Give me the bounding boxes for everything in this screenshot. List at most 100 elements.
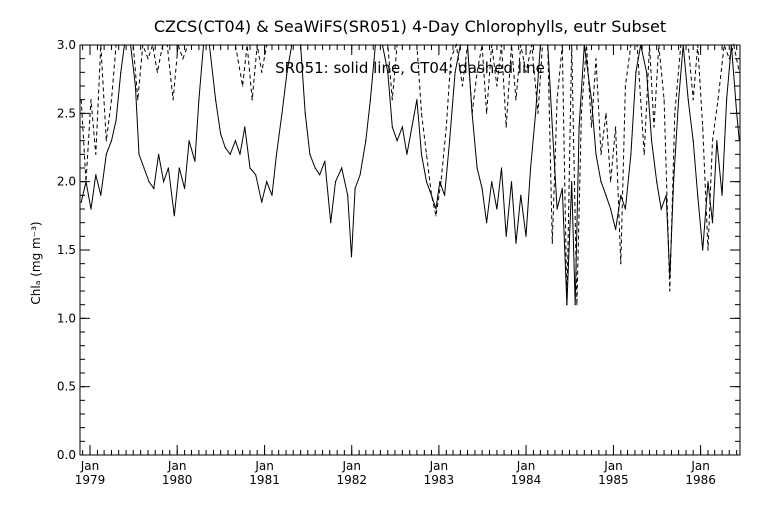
solid-series-point [309,153,311,155]
solid-series-point [115,119,117,121]
solid-series-point [439,181,441,183]
solid-series-point [188,140,190,142]
x-tick-year-label: 1979 [75,473,106,487]
solid-series-point [173,215,175,217]
solid-series-point [620,194,622,196]
y-tick-label: 2.0 [57,175,76,189]
solid-series-point [220,133,222,135]
solid-series-point [535,112,537,114]
solid-series-point [255,174,257,176]
dashed-series-point [420,112,423,114]
dashed-series-point [580,112,583,114]
dashed-series-point [251,99,253,101]
dashed-series-point [156,71,158,73]
dashed-series-point [147,58,149,60]
dashed-series-point [110,99,113,101]
dashed-series-point [137,99,139,101]
solid-series-point [600,181,602,183]
x-tick-month-label: Jan [429,459,449,473]
solid-series-point [158,153,160,155]
solid-series-point [595,153,597,155]
x-tick-month-label: Jan [254,459,274,473]
solid-series-point [711,222,714,224]
x-tick-month-label: Jan [690,459,710,473]
solid-series-point [354,187,356,190]
solid-series-point [215,99,217,101]
x-tick-year-label: 1984 [511,473,542,487]
y-axis-label: Chlₐ (mg m⁻³) [29,221,43,304]
dashed-series-point [669,290,671,292]
solid-series-point [530,167,532,169]
solid-series-point [556,208,558,210]
solid-series-point [261,201,263,203]
solid-series-line [80,44,740,305]
dashed-series-point [663,99,665,101]
solid-series-point [134,85,136,87]
x-tick-year-label: 1982 [336,473,367,487]
dashed-series-point [556,99,558,101]
solid-series-point [365,140,367,142]
dashed-series-point [702,126,704,128]
solid-series-point [249,167,251,169]
solid-series-point [239,153,241,155]
solid-series-point [624,208,627,210]
dashed-series-point [615,126,617,128]
solid-series-point [520,194,522,196]
dashed-series-point [450,58,452,60]
y-tick-label: 1.0 [57,311,76,325]
x-tick-month-label: Jan [341,459,361,473]
solid-series-point [178,167,180,169]
solid-series-point [304,112,306,114]
solid-series-point [610,208,612,210]
solid-series-point [401,126,403,128]
solid-series-point [678,99,680,101]
dashed-series-point [551,242,553,244]
solid-series-point [571,181,573,183]
dashed-series-point [674,112,676,114]
solid-series-point [391,126,393,128]
solid-series-point [590,99,593,101]
solid-series-point [454,71,456,73]
dashed-series-point [486,112,488,114]
solid-series-point [347,194,349,196]
solid-series-point [687,99,689,101]
solid-series-point [281,112,283,114]
solid-series-point [319,174,321,176]
solid-series-point [721,194,723,196]
solid-series-point [324,160,326,162]
dashed-series-point [461,85,464,87]
y-tick-label: 2.5 [57,106,76,120]
x-tick-year-label: 1981 [249,473,280,487]
dashed-series-point [717,99,719,101]
solid-series-point [148,181,150,183]
dashed-series-point [172,99,174,101]
solid-series-point [194,160,196,162]
solid-series-point [330,222,332,224]
dashed-series-point [590,126,593,128]
solid-series-point [143,167,145,169]
solid-series-point [646,71,648,73]
solid-series-point [630,153,632,155]
dashed-series-point [425,153,428,155]
solid-series-point [510,181,513,183]
solid-series-point [411,126,413,128]
solid-series-point [481,187,483,190]
solid-series-point [153,187,155,190]
solid-series-point [505,235,507,237]
x-axis: Jan1979Jan1980Jan1981Jan1982Jan1983Jan19… [75,45,738,487]
y-axis: 0.0 0.5 1.0 1.5 2.0 2.5 3.0 [57,38,740,462]
dashed-series-point [445,126,447,128]
solid-series-point [369,99,371,101]
dashed-series-line [80,43,740,305]
solid-series-point [110,140,113,142]
solid-series-point [716,140,718,142]
solid-series-point [551,126,553,128]
series-layer [80,43,740,306]
solid-series-point [656,181,658,183]
y-tick-label: 0.0 [57,448,76,462]
x-tick-year-label: 1986 [685,473,716,487]
solid-series-point [574,304,576,306]
dashed-series-point [566,304,568,306]
solid-series-point [702,249,704,251]
